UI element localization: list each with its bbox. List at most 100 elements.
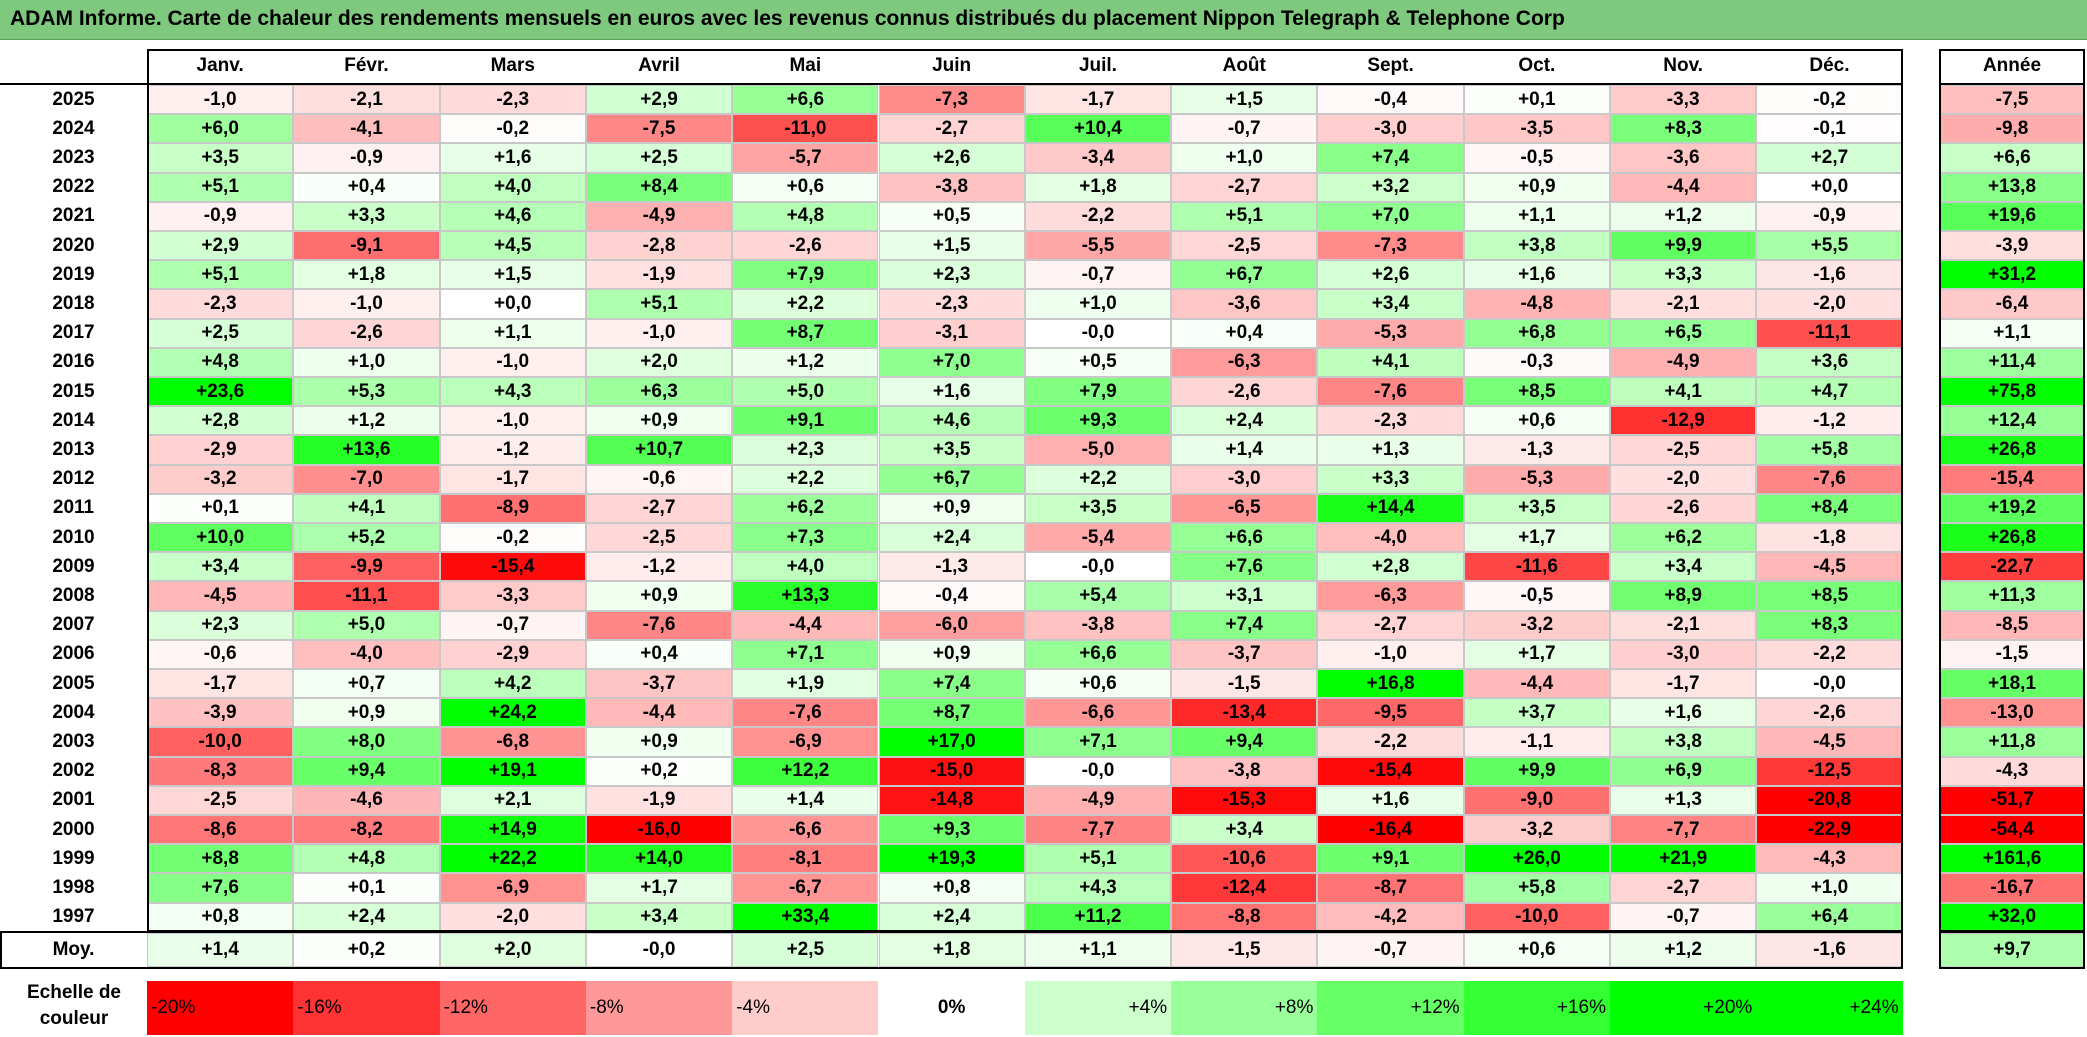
heat-cell-2009-12: -4,5 xyxy=(1756,552,1903,582)
heat-cell-2009-11: +3,4 xyxy=(1610,552,1757,582)
heat-cell-2023-12: +2,7 xyxy=(1756,143,1903,173)
heat-cell-2001-6: -14,8 xyxy=(878,785,1025,815)
heat-cell-2018-3: +0,0 xyxy=(439,289,586,319)
heat-cell-2021-2: +3,3 xyxy=(293,201,440,231)
heat-cell-2018-2: -1,0 xyxy=(293,289,440,319)
average-cell-12: -1,6 xyxy=(1756,933,1903,967)
year-label-2024: 2024 xyxy=(52,117,95,139)
year-label-2006: 2006 xyxy=(52,643,95,665)
heat-cell-2014-3: -1,0 xyxy=(439,406,586,436)
heat-cell-2014-2: +1,2 xyxy=(293,406,440,436)
heat-cell-2018-10: -4,8 xyxy=(1463,289,1610,319)
heat-cell-2001-11: +1,3 xyxy=(1610,785,1757,815)
heat-cell-2004-1: -3,9 xyxy=(147,698,294,728)
heat-cell-2013-12: +5,8 xyxy=(1756,435,1903,465)
heat-cell-2003-12: -4,5 xyxy=(1756,727,1903,757)
heat-cell-2020-5: -2,6 xyxy=(732,231,879,261)
heat-cell-2022-5: +0,6 xyxy=(732,172,879,202)
heat-cell-2016-6: +7,0 xyxy=(878,347,1025,377)
heat-cell-2013-10: -1,3 xyxy=(1463,435,1610,465)
heat-cell-2020-4: -2,8 xyxy=(585,231,733,261)
heat-cell-2013-6: +3,5 xyxy=(878,435,1025,465)
heat-cell-1998-7: +4,3 xyxy=(1024,873,1172,903)
heat-cell-2020-6: +1,5 xyxy=(878,231,1025,261)
heat-cell-2021-7: -2,2 xyxy=(1024,201,1172,231)
heat-cell-1999-4: +14,0 xyxy=(585,844,733,874)
heat-cell-1997-5: +33,4 xyxy=(732,902,879,932)
annual-cell-2004: -13,0 xyxy=(1939,698,2085,728)
year-label-2014: 2014 xyxy=(52,409,95,431)
heat-cell-2025-3: -2,3 xyxy=(439,85,586,115)
heat-cell-2007-12: +8,3 xyxy=(1756,610,1903,640)
heat-cell-2008-1: -4,5 xyxy=(147,581,294,611)
heat-cell-2007-1: +2,3 xyxy=(147,610,294,640)
heat-cell-2024-10: -3,5 xyxy=(1463,114,1610,144)
heat-cell-2013-8: +1,4 xyxy=(1171,435,1318,465)
heat-cell-2010-1: +10,0 xyxy=(147,523,294,553)
heat-cell-2024-7: +10,4 xyxy=(1024,114,1172,144)
heat-cell-2024-9: -3,0 xyxy=(1317,114,1464,144)
scale-swatch-3: -12% xyxy=(439,981,586,1035)
heat-cell-2017-3: +1,1 xyxy=(439,318,586,348)
heat-cell-2012-5: +2,2 xyxy=(732,464,879,494)
heat-cell-2022-7: +1,8 xyxy=(1024,172,1172,202)
year-label-2005: 2005 xyxy=(52,672,95,694)
heat-cell-2021-1: -0,9 xyxy=(147,201,294,231)
heat-cell-2013-11: -2,5 xyxy=(1610,435,1757,465)
heat-cell-2024-4: -7,5 xyxy=(585,114,733,144)
year-label-2021: 2021 xyxy=(52,205,95,227)
heat-cell-2006-12: -2,2 xyxy=(1756,639,1903,669)
heat-cell-2009-9: +2,8 xyxy=(1317,552,1464,582)
annual-cell-2010: +26,8 xyxy=(1939,523,2085,553)
year-label-1999: 1999 xyxy=(52,847,95,869)
heat-cell-2000-3: +14,9 xyxy=(439,815,586,845)
heat-cell-2019-11: +3,3 xyxy=(1610,260,1757,290)
heat-cell-2003-11: +3,8 xyxy=(1610,727,1757,757)
heat-cell-2005-9: +16,8 xyxy=(1317,669,1464,699)
heat-cell-2009-3: -15,4 xyxy=(439,552,586,582)
scale-swatch-4: -8% xyxy=(585,981,733,1035)
heat-cell-2022-6: -3,8 xyxy=(878,172,1025,202)
heat-cell-2021-6: +0,5 xyxy=(878,201,1025,231)
heat-cell-2006-5: +7,1 xyxy=(732,639,879,669)
heat-cell-2008-9: -6,3 xyxy=(1317,581,1464,611)
year-label-2020: 2020 xyxy=(52,234,95,256)
annual-cell-2017: +1,1 xyxy=(1939,318,2085,348)
annual-cell-2008: +11,3 xyxy=(1939,581,2085,611)
scale-swatch-10: +16% xyxy=(1463,981,1610,1035)
heat-cell-2008-4: +0,9 xyxy=(585,581,733,611)
heat-cell-2005-10: -4,4 xyxy=(1463,669,1610,699)
heat-cell-2012-10: -5,3 xyxy=(1463,464,1610,494)
heat-cell-2022-1: +5,1 xyxy=(147,172,294,202)
annual-cell-2015: +75,8 xyxy=(1939,377,2085,407)
heat-cell-2007-6: -6,0 xyxy=(878,610,1025,640)
heat-cell-2010-3: -0,2 xyxy=(439,523,586,553)
heat-cell-1999-9: +9,1 xyxy=(1317,844,1464,874)
heat-cell-2020-1: +2,9 xyxy=(147,231,294,261)
year-label-1997: 1997 xyxy=(52,906,95,928)
heat-cell-2007-3: -0,7 xyxy=(439,610,586,640)
heat-cell-2019-4: -1,9 xyxy=(585,260,733,290)
heat-cell-2010-9: -4,0 xyxy=(1317,523,1464,553)
heat-cell-2012-6: +6,7 xyxy=(878,464,1025,494)
heat-cell-2004-3: +24,2 xyxy=(439,698,586,728)
heat-cell-2001-7: -4,9 xyxy=(1024,785,1172,815)
heat-cell-2021-5: +4,8 xyxy=(732,201,879,231)
heat-cell-2021-3: +4,6 xyxy=(439,201,586,231)
annual-cell-2012: -15,4 xyxy=(1939,464,2085,494)
heat-cell-2011-12: +8,4 xyxy=(1756,493,1903,523)
year-label-2010: 2010 xyxy=(52,526,95,548)
heat-cell-2018-11: -2,1 xyxy=(1610,289,1757,319)
heat-cell-2015-6: +1,6 xyxy=(878,377,1025,407)
heat-cell-2008-10: -0,5 xyxy=(1463,581,1610,611)
heat-cell-1998-2: +0,1 xyxy=(293,873,440,903)
heat-cell-1997-8: -8,8 xyxy=(1171,902,1318,932)
heat-cell-2011-7: +3,5 xyxy=(1024,493,1172,523)
annual-cell-2021: +19,6 xyxy=(1939,201,2085,231)
annual-cell-2011: +19,2 xyxy=(1939,493,2085,523)
heat-cell-2011-3: -8,9 xyxy=(439,493,586,523)
heat-cell-2020-2: -9,1 xyxy=(293,231,440,261)
heat-cell-2023-7: -3,4 xyxy=(1024,143,1172,173)
heat-cell-2001-3: +2,1 xyxy=(439,785,586,815)
heat-cell-2025-6: -7,3 xyxy=(878,85,1025,115)
